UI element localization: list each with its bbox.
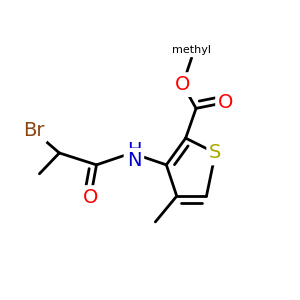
Text: O: O xyxy=(83,188,98,207)
Text: S: S xyxy=(209,143,222,163)
Text: N: N xyxy=(127,151,141,170)
Text: methyl: methyl xyxy=(172,45,211,56)
Text: O: O xyxy=(175,75,190,94)
Text: O: O xyxy=(218,93,233,112)
Text: H: H xyxy=(127,140,141,160)
Text: Br: Br xyxy=(23,121,44,140)
